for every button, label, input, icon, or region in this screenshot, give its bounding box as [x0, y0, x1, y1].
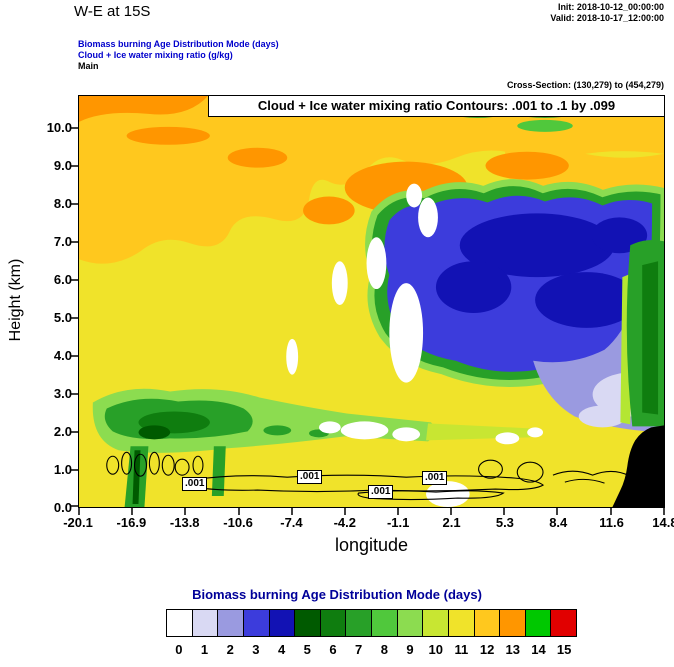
colorbar-cell [269, 610, 296, 636]
contour-label: .001 [422, 471, 448, 485]
legend-title: Biomass burning Age Distribution Mode (d… [192, 587, 482, 602]
cross-section-label: Cross-Section: (130,279) to (454,279) [506, 80, 664, 90]
page-title: W-E at 15S [74, 3, 151, 20]
colorbar-tick-label: 13 [505, 642, 521, 657]
colorbar-tick-label: 3 [252, 642, 260, 657]
colorbar-tick-label: 10 [428, 642, 443, 657]
init-time: Init: 2018-10-12_00:00:00 [557, 2, 664, 12]
y-axis-ticks [70, 127, 78, 507]
x-axis-tick-labels: -20.1 -16.9 -13.8 -10.6 -7.4 -4.2 -1.1 2… [63, 515, 674, 530]
plot-area: Cloud + Ice water mixing ratio Contours:… [78, 95, 665, 508]
colorbar-cell [192, 610, 219, 636]
contour-info-banner: Cloud + Ice water mixing ratio Contours:… [208, 96, 664, 117]
colorbar-tick-label: 14 [531, 642, 546, 657]
colorbar-cell [474, 610, 501, 636]
colorbar-cell [551, 610, 576, 636]
terrain-silhouette [612, 425, 664, 507]
colorbar-tick-label: 1 [200, 642, 209, 657]
colorbar-tick-label: 5 [303, 642, 311, 657]
colorbar-tick-label: 4 [277, 642, 286, 657]
colorbar-cell [295, 610, 321, 636]
field-line-cloud-ice: Cloud + Ice water mixing ratio (g/kg) [78, 50, 233, 60]
x-axis-ticks [78, 508, 665, 515]
colorbar-cell [500, 610, 526, 636]
colorbar [166, 609, 577, 637]
contour-label: .001 [182, 477, 208, 491]
colorbar-tick-label: 12 [479, 642, 495, 657]
colorbar-tick-label: 15 [556, 642, 572, 657]
age-0-pockets [286, 183, 544, 507]
y-axis-tick-labels: 10.0 9.0 8.0 7.0 6.0 5.0 4.0 3.0 2.0 1.0… [46, 120, 72, 515]
colorbar-tick-label: 6 [329, 642, 337, 657]
colorbar-cell [423, 610, 449, 636]
colorbar-cell [397, 610, 424, 636]
contour-label: .001 [368, 485, 394, 499]
colorbar-tick-label: 7 [355, 642, 363, 657]
colorbar-cell [372, 610, 398, 636]
colorbar-cell [218, 610, 244, 636]
cloud-water-contour-lines [106, 451, 631, 501]
colorbar-tick-label: 11 [454, 642, 469, 657]
colorbar-cell [448, 610, 475, 636]
valid-time: Valid: 2018-10-17_12:00:00 [550, 13, 664, 23]
contour-field-svg [79, 96, 664, 507]
colorbar-cell [243, 610, 270, 636]
init-valid-block: Init: 2018-10-12_00:00:00 Valid: 2018-10… [550, 2, 664, 24]
colorbar-tick-label: 2 [226, 642, 234, 657]
colorbar-cell [525, 610, 552, 636]
y-axis-title: Height (km) [7, 258, 24, 342]
colorbar-tick-label: 8 [380, 642, 388, 657]
colorbar-tick-label: 0 [175, 642, 183, 657]
contour-label: .001 [297, 470, 323, 484]
colorbar-labels: 0 1 2 3 4 5 6 7 8 9 10 11 12 13 14 15 [166, 642, 577, 657]
age-fill-regions [79, 96, 664, 507]
field-line-domain: Main [78, 61, 99, 71]
colorbar-cell [320, 610, 347, 636]
colorbar-tick-label: 9 [406, 642, 414, 657]
colorbar-cell [167, 610, 193, 636]
field-list: Biomass burning Age Distribution Mode (d… [78, 39, 279, 72]
colorbar-cell [346, 610, 372, 636]
field-line-age-mode: Biomass burning Age Distribution Mode (d… [78, 39, 279, 49]
x-axis-title: longitude [334, 535, 409, 555]
